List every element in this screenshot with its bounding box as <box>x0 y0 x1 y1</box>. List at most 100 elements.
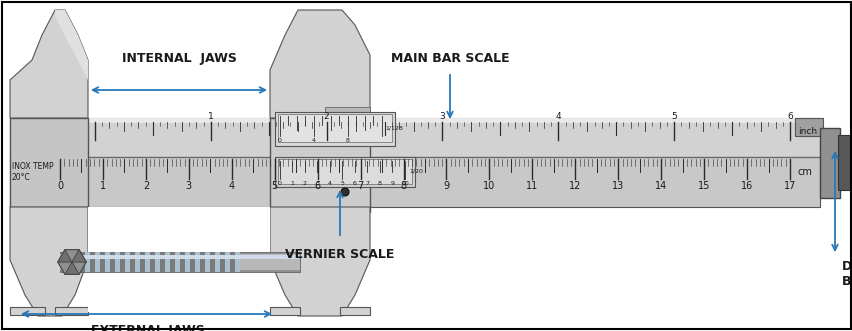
Text: 1: 1 <box>100 181 106 191</box>
Text: 4: 4 <box>312 138 315 143</box>
Polygon shape <box>58 262 72 274</box>
Bar <box>80 252 85 272</box>
Text: 5: 5 <box>271 181 278 191</box>
Bar <box>75 252 80 272</box>
Text: 6: 6 <box>353 181 356 186</box>
Bar <box>185 252 190 272</box>
Text: 4: 4 <box>328 181 331 186</box>
Bar <box>60 252 300 272</box>
Bar <box>130 252 135 272</box>
Text: 10: 10 <box>483 181 495 191</box>
Bar <box>837 135 849 190</box>
Polygon shape <box>72 262 86 274</box>
Text: 1: 1 <box>208 112 214 121</box>
Bar <box>160 252 164 272</box>
Bar <box>115 252 120 272</box>
Text: 2: 2 <box>142 181 149 191</box>
Text: 1: 1 <box>291 181 294 186</box>
Bar <box>204 252 210 272</box>
Text: 8: 8 <box>377 181 382 186</box>
Text: 7: 7 <box>365 181 369 186</box>
Bar <box>90 252 95 272</box>
Bar <box>274 112 394 146</box>
Text: INTERNAL  JAWS: INTERNAL JAWS <box>122 52 236 65</box>
Text: 10: 10 <box>400 181 408 186</box>
Text: 5: 5 <box>671 112 676 121</box>
Text: 3: 3 <box>186 181 192 191</box>
Bar <box>125 252 130 272</box>
Bar <box>274 157 415 187</box>
Text: INOX TEMP
20°C: INOX TEMP 20°C <box>12 162 54 182</box>
Text: DEPTH MEASURING
BLADE: DEPTH MEASURING BLADE <box>841 260 852 288</box>
Bar <box>155 252 160 272</box>
Bar <box>164 252 170 272</box>
Bar <box>278 159 412 184</box>
Bar <box>140 252 145 272</box>
Bar <box>10 118 819 123</box>
Text: cm: cm <box>797 167 812 177</box>
Bar <box>270 118 370 212</box>
Bar <box>135 252 140 272</box>
Bar <box>220 252 225 272</box>
Text: 2: 2 <box>302 181 307 186</box>
Bar <box>60 254 300 270</box>
Text: EXTERNAL JAWS: EXTERNAL JAWS <box>91 324 204 331</box>
Text: 9: 9 <box>443 181 449 191</box>
Text: 4: 4 <box>228 181 234 191</box>
Bar <box>105 252 110 272</box>
Bar <box>10 157 819 207</box>
Bar <box>190 252 195 272</box>
Text: MAIN BAR SCALE: MAIN BAR SCALE <box>390 52 509 65</box>
Text: 0: 0 <box>57 181 63 191</box>
Bar <box>120 252 125 272</box>
Text: 15: 15 <box>697 181 710 191</box>
Text: 12: 12 <box>568 181 581 191</box>
Text: VERNIER SCALE: VERNIER SCALE <box>285 248 394 261</box>
Bar <box>10 307 45 315</box>
Bar <box>819 128 839 198</box>
Bar <box>110 252 115 272</box>
Bar <box>10 118 88 207</box>
Text: 5: 5 <box>340 181 344 186</box>
Polygon shape <box>72 250 86 262</box>
Bar <box>225 252 230 272</box>
Text: 13: 13 <box>612 181 624 191</box>
Bar <box>278 114 392 142</box>
Polygon shape <box>58 250 86 274</box>
Bar <box>340 307 370 315</box>
Text: 6: 6 <box>314 181 320 191</box>
Text: 16: 16 <box>740 181 752 191</box>
Bar <box>234 252 239 272</box>
Text: 0: 0 <box>278 181 282 186</box>
Text: 7: 7 <box>357 181 363 191</box>
Text: 3: 3 <box>315 181 320 186</box>
Text: 9: 9 <box>390 181 394 186</box>
Text: 3: 3 <box>439 112 445 121</box>
Text: 8: 8 <box>346 138 349 143</box>
Bar <box>325 107 370 119</box>
Polygon shape <box>10 10 88 118</box>
Bar <box>195 252 199 272</box>
Text: 0: 0 <box>278 138 282 143</box>
Bar <box>270 307 300 315</box>
Circle shape <box>341 188 348 196</box>
Text: 6: 6 <box>786 112 792 121</box>
Bar <box>145 252 150 272</box>
Bar <box>170 252 175 272</box>
Text: inch: inch <box>797 127 816 136</box>
Text: 14: 14 <box>654 181 666 191</box>
Bar <box>794 118 822 136</box>
Polygon shape <box>58 250 72 262</box>
Bar <box>175 252 180 272</box>
Bar <box>85 252 90 272</box>
Text: 17: 17 <box>783 181 795 191</box>
Text: 8: 8 <box>400 181 406 191</box>
Bar <box>10 118 819 157</box>
Bar <box>88 207 270 312</box>
Text: 1/20: 1/20 <box>408 168 423 173</box>
Bar <box>230 252 234 272</box>
Polygon shape <box>270 207 370 316</box>
Bar <box>100 252 105 272</box>
Bar <box>55 307 88 315</box>
Bar <box>62 255 299 259</box>
